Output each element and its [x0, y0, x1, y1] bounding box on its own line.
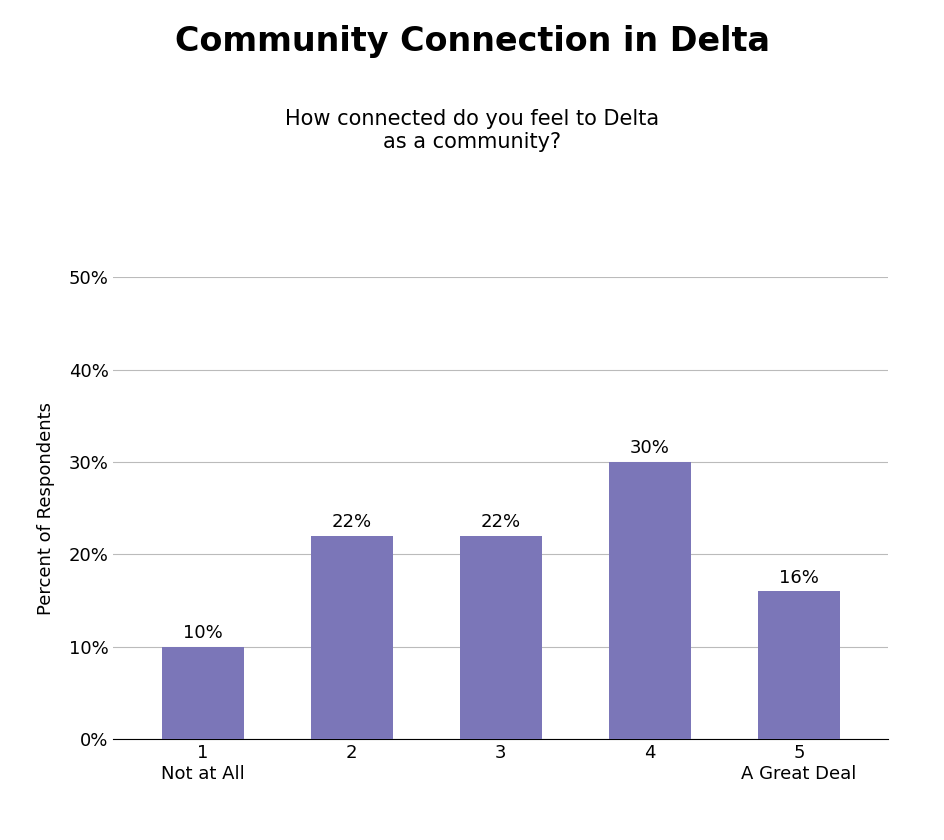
Bar [757, 591, 839, 739]
Bar [161, 647, 244, 739]
Text: 22%: 22% [331, 513, 372, 531]
Text: How connected do you feel to Delta
as a community?: How connected do you feel to Delta as a … [285, 109, 659, 152]
Bar [460, 536, 541, 739]
Bar [608, 462, 690, 739]
Y-axis label: Percent of Respondents: Percent of Respondents [37, 402, 55, 615]
Text: 10%: 10% [183, 624, 223, 642]
Text: 16%: 16% [778, 569, 818, 586]
Text: 22%: 22% [480, 513, 520, 531]
Bar [311, 536, 393, 739]
Text: 30%: 30% [630, 439, 669, 457]
Text: Community Connection in Delta: Community Connection in Delta [175, 25, 769, 58]
